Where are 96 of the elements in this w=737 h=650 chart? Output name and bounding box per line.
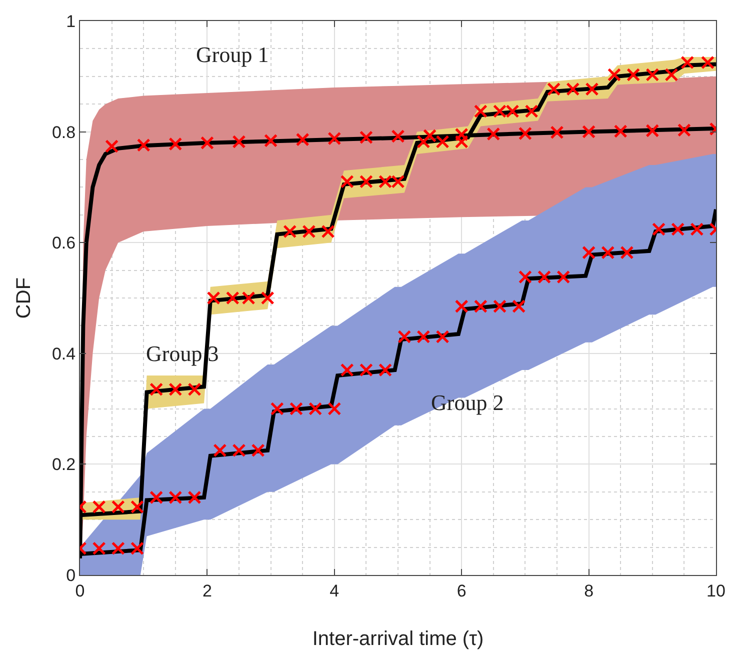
point (150, 382, 164, 396)
point (646, 68, 660, 82)
point (308, 402, 322, 416)
point (566, 82, 580, 96)
y-axis-title: CDF (13, 277, 35, 319)
y-tick-label: 0.6 (52, 234, 76, 253)
point (130, 500, 144, 514)
point (130, 542, 144, 556)
point (328, 402, 342, 416)
y-tick-label: 0.8 (52, 122, 76, 142)
point (423, 128, 437, 142)
y-tick-label: 1 (66, 12, 76, 31)
point (524, 104, 538, 118)
y-tick-label: 0.4 (52, 344, 76, 364)
point (270, 402, 284, 416)
annotation: Group 3 (146, 341, 219, 366)
point (454, 300, 468, 314)
point (251, 444, 265, 458)
point (206, 291, 220, 305)
point (232, 135, 246, 149)
point (620, 246, 634, 260)
y-tick-label: 0.2 (52, 455, 76, 474)
point (168, 490, 182, 504)
point (646, 124, 660, 138)
point (111, 542, 125, 556)
x-tick-label: 6 (456, 581, 466, 600)
point (378, 363, 392, 377)
point (391, 129, 405, 143)
x-tick-label: 8 (584, 581, 594, 600)
point (232, 444, 246, 458)
x-axis-title: Inter-arrival time (τ) (312, 628, 484, 650)
point (547, 82, 561, 96)
annotation: Group 2 (431, 390, 504, 415)
point (188, 490, 202, 504)
point (136, 138, 150, 152)
point (283, 224, 297, 238)
x-tick-label: 4 (330, 581, 340, 600)
point (538, 270, 552, 284)
point (582, 246, 596, 260)
point (690, 222, 704, 236)
point (111, 500, 125, 514)
point (200, 136, 214, 150)
point (359, 174, 373, 188)
point (700, 56, 714, 70)
point (340, 363, 354, 377)
point (677, 123, 691, 137)
point (289, 402, 303, 416)
point (454, 128, 468, 142)
point (296, 132, 310, 146)
point (550, 126, 564, 140)
point (226, 291, 240, 305)
point (359, 130, 373, 144)
point (607, 68, 621, 82)
point (518, 126, 532, 140)
point (92, 542, 106, 556)
point (512, 300, 526, 314)
point (302, 224, 316, 238)
point (680, 56, 694, 70)
point (518, 270, 532, 284)
point (168, 137, 182, 151)
y-tick-label: 0 (66, 566, 76, 585)
x-tick-label: 2 (202, 581, 212, 600)
point (150, 490, 164, 504)
point (416, 135, 430, 149)
point (614, 124, 628, 138)
point (188, 382, 202, 396)
point (436, 330, 450, 344)
point (264, 134, 278, 148)
x-tick-label: 10 (706, 581, 726, 600)
point (328, 132, 342, 146)
point (436, 135, 450, 149)
point (321, 224, 335, 238)
point (601, 246, 615, 260)
point (582, 125, 596, 139)
point (398, 330, 412, 344)
point (664, 68, 678, 82)
point (474, 104, 488, 118)
point (92, 500, 106, 514)
point (105, 139, 119, 153)
point (454, 135, 468, 149)
point (213, 444, 227, 458)
point (416, 330, 430, 344)
point (340, 174, 354, 188)
point (242, 291, 256, 305)
point (493, 300, 507, 314)
point (168, 382, 182, 396)
point (671, 222, 685, 236)
point (585, 82, 599, 96)
point (260, 291, 274, 305)
point (652, 222, 666, 236)
point (474, 300, 488, 314)
annotation: Group 1 (196, 42, 269, 67)
point (486, 127, 500, 141)
point (626, 68, 640, 82)
point (359, 363, 373, 377)
point (556, 270, 570, 284)
